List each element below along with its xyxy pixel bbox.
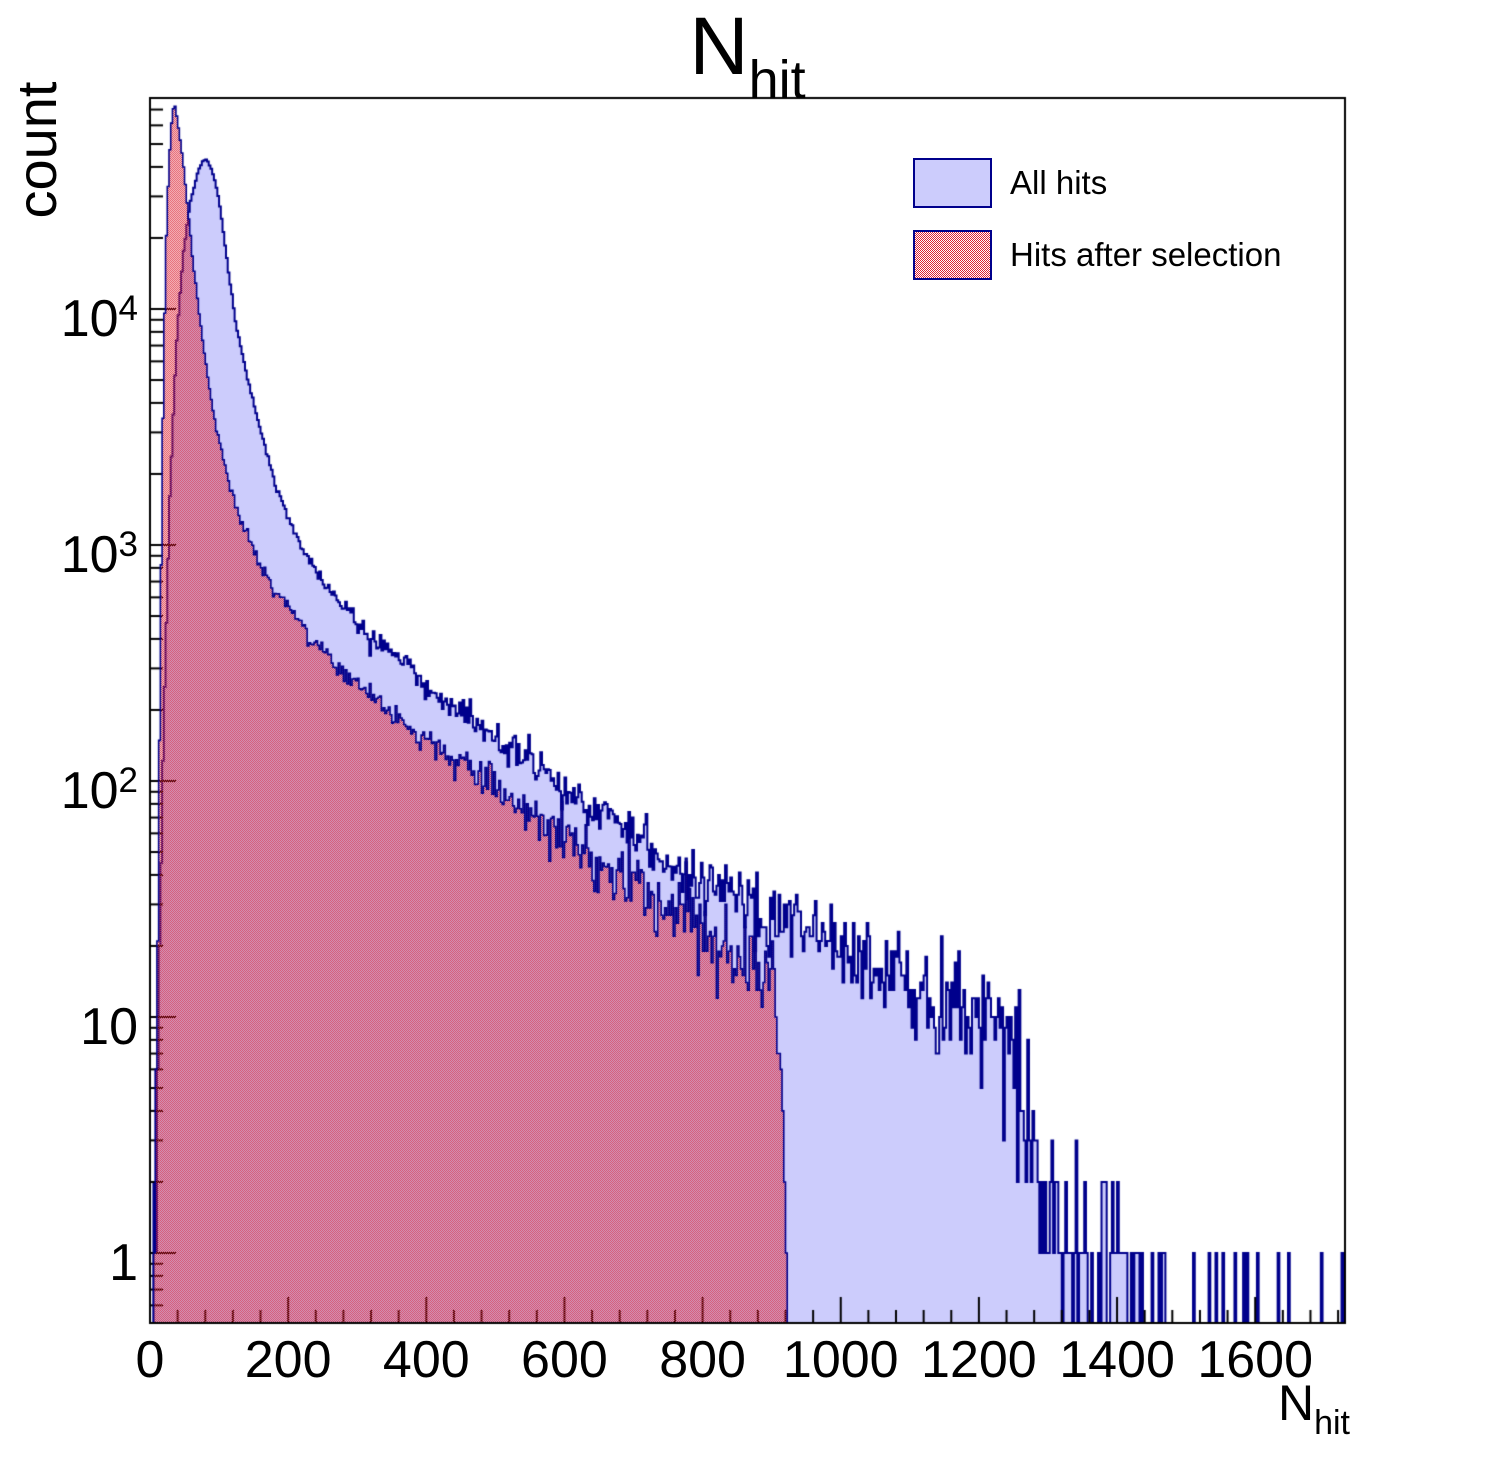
chart-title-subscript: hit [748,50,806,110]
x-tick-label: 400 [382,1331,470,1389]
x-tick-label: 800 [659,1331,746,1389]
legend-label: Hits after selection [1010,236,1282,273]
x-axis-title-main: N [1277,1375,1315,1431]
y-tick-label: 102 [0,753,138,819]
x-tick-label: 1200 [921,1331,1037,1389]
legend-label: All hits [1010,164,1108,201]
x-tick-label: 600 [521,1331,608,1389]
x-tick-label: 1000 [782,1331,899,1389]
x-tick-label: 200 [244,1331,332,1389]
y-tick-exponent: 3 [118,525,138,564]
y-tick-base: 1 [109,1234,138,1292]
y-axis-title: count [5,81,68,219]
y-tick-base: 10 [80,998,138,1056]
y-tick-label: 10 [0,989,138,1055]
y-tick-base: 10 [60,290,119,348]
y-tick-label: 1 [0,1225,138,1291]
chart-title-main: N [689,1,749,92]
y-tick-base: 10 [60,762,119,820]
legend-swatch-selected-hits [913,230,992,280]
x-tick-label: 1400 [1059,1331,1175,1389]
y-tick-exponent: 2 [118,761,138,800]
y-tick-base: 10 [60,526,119,584]
x-tick-label: 1600 [1197,1331,1314,1389]
legend-swatch-all-hits [913,158,992,208]
y-tick-label: 103 [0,517,138,583]
x-axis-title-subscript: hit [1314,1404,1350,1442]
y-tick-label: 104 [0,281,138,347]
x-tick-label: 0 [135,1331,165,1389]
chart-title: Nhit [150,0,1345,111]
x-axis-title: Nhit [1100,1374,1350,1443]
y-tick-exponent: 4 [118,289,138,328]
